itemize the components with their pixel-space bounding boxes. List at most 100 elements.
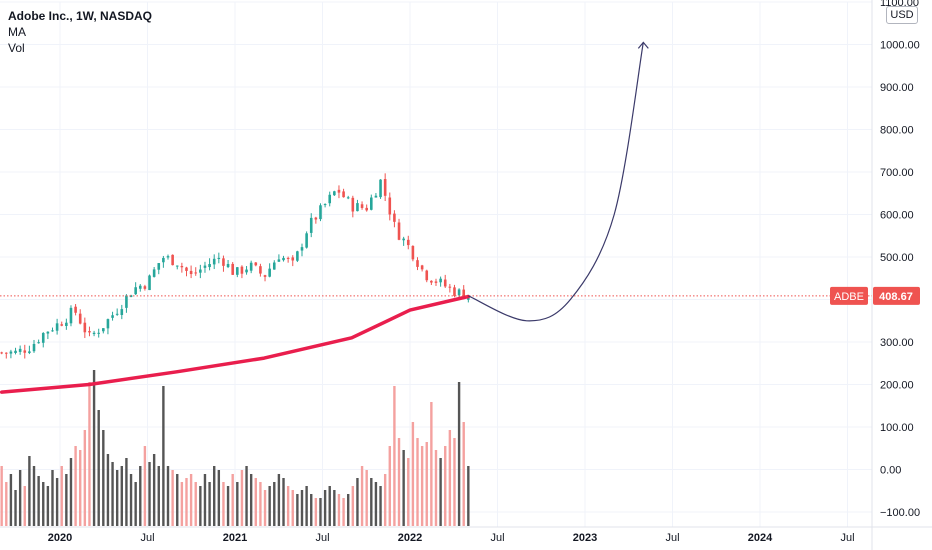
candle-body	[393, 213, 396, 222]
volume-bar	[407, 458, 410, 526]
candle-body	[18, 348, 22, 352]
currency-button[interactable]: USD	[886, 6, 918, 24]
x-tick-label: Jul	[315, 532, 329, 544]
grid-lines	[0, 1, 872, 527]
volume-series	[0, 370, 470, 526]
symbol-title[interactable]: Adobe Inc., 1W, NASDAQ	[8, 9, 153, 23]
candle-body	[175, 265, 179, 267]
candle-body	[443, 279, 447, 287]
volume-bar	[213, 466, 216, 526]
volume-bar	[139, 466, 142, 526]
candle-body	[102, 328, 105, 332]
x-tick-label: 2024	[748, 532, 773, 544]
candle-body	[370, 197, 373, 210]
candle-body	[162, 257, 165, 263]
candle-body	[138, 285, 142, 289]
candle-body	[240, 266, 244, 274]
volume-bar	[282, 478, 285, 526]
volume-bar	[351, 486, 355, 526]
candle-body	[78, 313, 82, 324]
candle-body	[115, 313, 119, 315]
volume-bar	[97, 410, 100, 526]
candle-body	[226, 264, 230, 268]
candle-body	[236, 267, 239, 275]
candle-body	[245, 269, 248, 273]
volume-bar	[115, 470, 119, 526]
candle-body	[346, 197, 350, 199]
volume-bar	[120, 466, 123, 526]
volume-bar	[166, 466, 170, 526]
volume-bar	[411, 422, 415, 526]
candle-body	[37, 342, 40, 344]
candle-body	[319, 205, 322, 220]
volume-bar	[148, 462, 151, 526]
volume-bar	[388, 446, 391, 526]
volume-bar	[102, 430, 105, 526]
ma-line	[0, 294, 471, 394]
volume-bar	[143, 446, 147, 526]
candle-body	[416, 260, 419, 267]
candlestick-series	[0, 173, 470, 359]
candle-body	[434, 281, 438, 283]
x-tick-label: Jul	[140, 532, 154, 544]
volume-bar	[28, 456, 31, 526]
volume-bar	[171, 470, 174, 526]
candle-body	[55, 323, 59, 331]
volume-indicator-label[interactable]: Vol	[8, 41, 25, 55]
volume-bar	[439, 458, 442, 526]
volume-bar	[236, 482, 239, 526]
price-tag: ADBE 408.67	[830, 286, 920, 305]
candle-body	[309, 217, 313, 233]
volume-bar	[249, 474, 253, 526]
volume-bar	[370, 478, 373, 526]
volume-bar	[65, 474, 68, 526]
x-tick-label: 2022	[398, 532, 422, 544]
candle-body	[342, 191, 345, 198]
volume-bar	[374, 482, 378, 526]
y-tick-label: 800.00	[880, 125, 914, 137]
candle-body	[291, 257, 295, 261]
candle-body	[467, 297, 470, 300]
candle-body	[286, 257, 290, 259]
candle-body	[337, 189, 341, 193]
candle-body	[222, 258, 225, 266]
candle-body	[305, 233, 308, 248]
candle-body	[92, 332, 96, 335]
volume-bar	[254, 478, 257, 526]
volume-bar	[342, 498, 345, 526]
candle-body	[254, 262, 258, 266]
volume-bar	[383, 474, 387, 526]
symbol-tag-bg	[830, 286, 868, 305]
volume-bar	[208, 482, 211, 526]
volume-bar	[106, 454, 110, 526]
y-tick-label: 700.00	[880, 167, 914, 179]
chart-legend: Adobe Inc., 1W, NASDAQ MA Vol	[8, 8, 152, 56]
candle-body	[46, 331, 50, 334]
volume-bar	[263, 490, 267, 526]
volume-bar	[402, 450, 405, 526]
candle-body	[32, 343, 36, 352]
volume-bar	[199, 486, 202, 526]
volume-bar	[18, 470, 22, 526]
candle-body	[282, 257, 285, 261]
candle-body	[259, 266, 262, 274]
candle-body	[106, 319, 110, 329]
volume-bar	[277, 474, 281, 526]
x-tick-label: Jul	[840, 532, 854, 544]
volume-bar	[314, 498, 318, 526]
volume-bar	[9, 474, 13, 526]
volume-bar	[240, 470, 244, 526]
projection-arrow	[468, 42, 644, 322]
x-tick-label: 2023	[573, 532, 597, 544]
volume-bar	[79, 450, 82, 526]
candle-body	[333, 191, 336, 196]
volume-bar	[425, 442, 428, 526]
volume-bar	[185, 478, 188, 526]
ma-indicator-label[interactable]: MA	[8, 25, 26, 39]
candle-body	[51, 330, 54, 332]
volume-bar	[323, 490, 327, 526]
volume-bar	[83, 430, 87, 526]
volume-bar	[231, 474, 234, 526]
y-tick-label: 500.00	[880, 252, 914, 264]
